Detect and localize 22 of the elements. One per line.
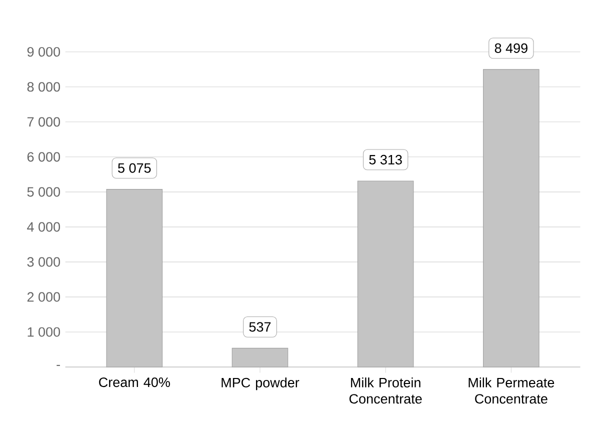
x-tick-label: Milk Permeate Concentrate — [468, 378, 554, 404]
bar — [106, 189, 163, 368]
y-tick-label: 8 000 — [27, 82, 60, 92]
bar — [357, 180, 414, 368]
data-label: 5 313 — [369, 154, 402, 164]
bar — [483, 69, 540, 368]
y-tick-label: 4 000 — [27, 222, 60, 232]
x-tick-label: Cream 40% — [99, 378, 170, 388]
x-tick-label: Milk Protein Concentrate — [349, 378, 422, 404]
data-label: 8 499 — [494, 43, 528, 53]
y-tick-label: 6 000 — [27, 152, 60, 162]
y-tick-label: 3 000 — [27, 257, 60, 267]
y-tick-label: 7 000 — [27, 117, 60, 127]
y-tick-label: - — [56, 364, 60, 366]
y-tick-label: 5 000 — [27, 187, 60, 197]
data-label: 5 075 — [118, 163, 151, 173]
data-label: 537 — [249, 322, 271, 332]
y-tick-label: 1 000 — [28, 327, 60, 337]
x-tick-label: MPC powder — [222, 378, 300, 390]
bar — [232, 348, 288, 368]
y-tick-label: 9 000 — [27, 47, 60, 57]
y-tick-label: 2 000 — [27, 292, 60, 302]
